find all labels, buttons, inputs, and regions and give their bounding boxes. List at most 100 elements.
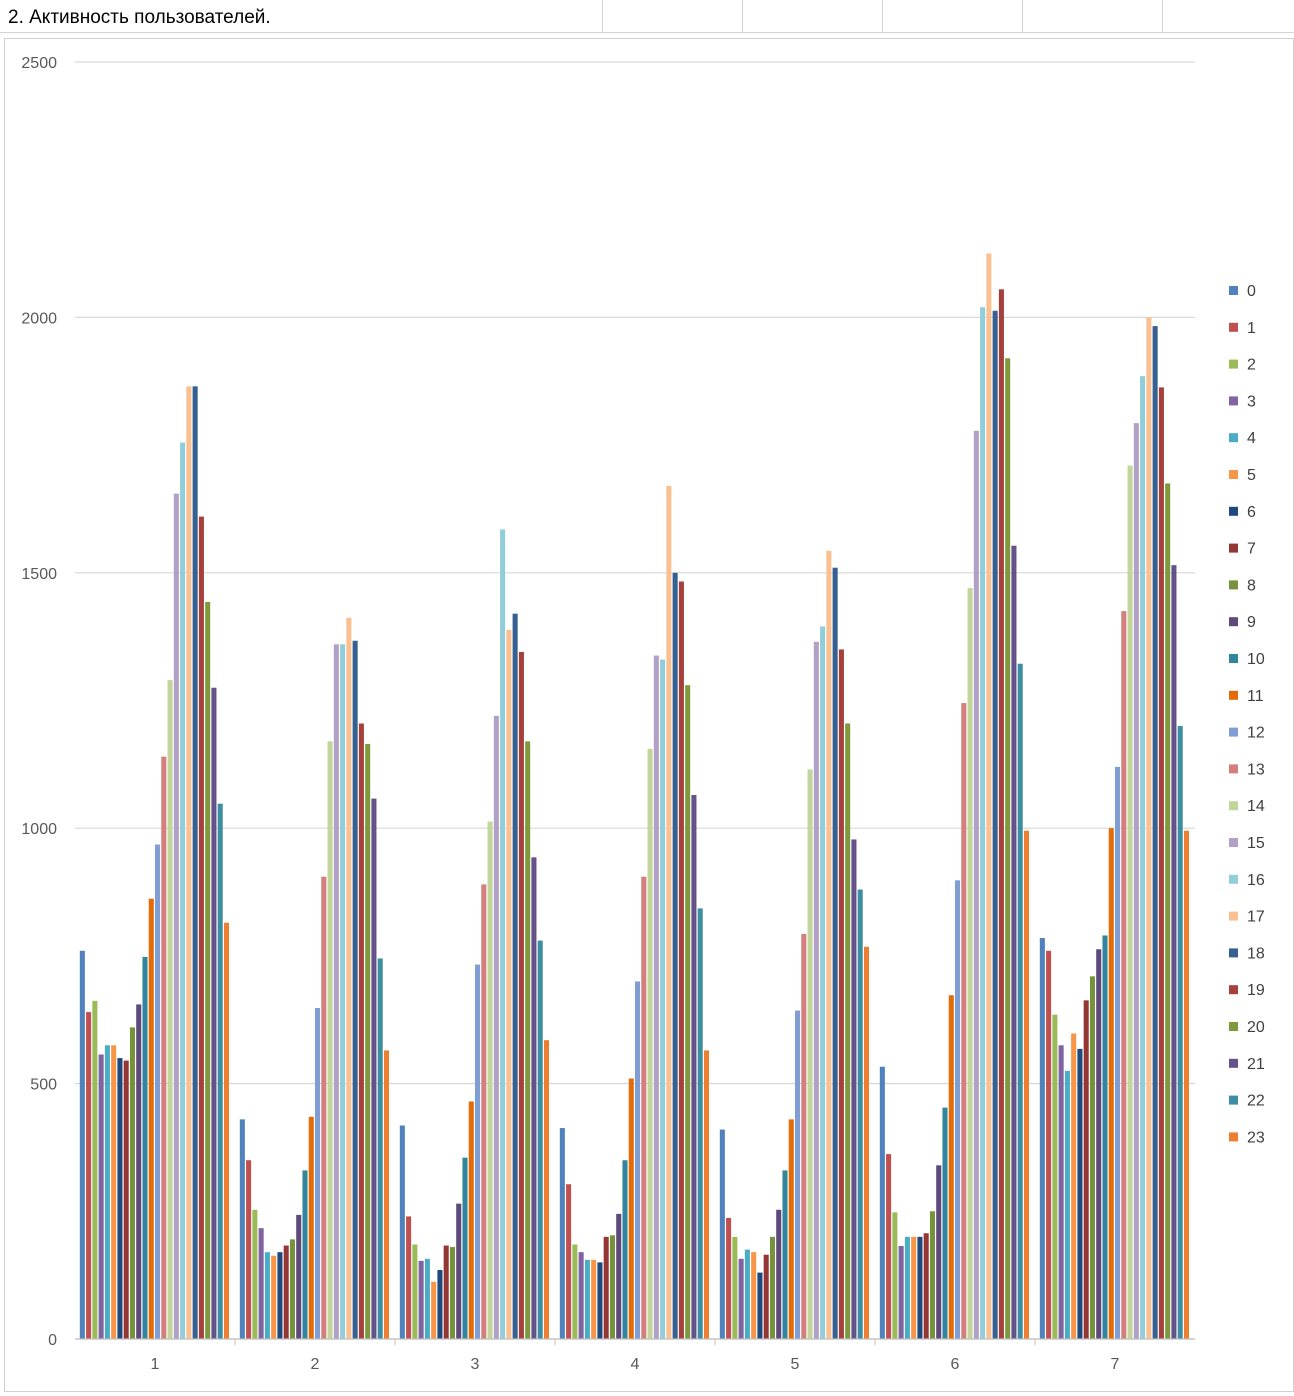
bar-1-series-19	[198, 516, 204, 1339]
bar-2-series-4	[264, 1252, 270, 1339]
bar-2-series-10	[302, 1170, 308, 1339]
x-tick-label: 6	[951, 1356, 960, 1373]
bar-6-series-13	[961, 703, 967, 1339]
legend-label: 10	[1247, 651, 1265, 668]
bar-2-series-2	[252, 1209, 258, 1339]
bar-6-series-0	[879, 1066, 885, 1339]
axes: 0 500 1000 1500 2000 2500 1 2 3 4 5 6 7	[21, 55, 1195, 1373]
legend-swatch-2	[1229, 359, 1238, 369]
bar-6-series-10	[942, 1107, 948, 1339]
bar-6-series-3	[898, 1246, 904, 1339]
sheet-header-row: 2. Активность пользователей.	[0, 0, 1294, 33]
bar-6-series-5	[911, 1236, 917, 1339]
legend-swatch-22	[1229, 1095, 1238, 1105]
legend-swatch-8	[1229, 580, 1238, 590]
bar-2-series-12	[315, 1008, 321, 1339]
bar-2-series-14	[327, 741, 333, 1339]
bar-7-series-8	[1089, 976, 1095, 1339]
bar-7-series-3	[1058, 1045, 1064, 1339]
bar-2-series-19	[358, 723, 364, 1339]
bar-2-series-17	[346, 617, 352, 1339]
bar-4-series-9	[616, 1213, 622, 1339]
legend-swatch-17	[1229, 911, 1238, 921]
bar-3-series-19	[518, 651, 524, 1339]
legend-label: 17	[1247, 909, 1265, 926]
legend-label: 20	[1247, 1019, 1265, 1036]
legend-swatch-3	[1229, 396, 1238, 406]
bar-4-series-12	[635, 981, 641, 1339]
bar-1-series-3	[98, 1054, 104, 1339]
bar-1-series-17	[186, 386, 192, 1339]
bar-2-series-11	[308, 1116, 314, 1339]
bar-6-series-23	[1023, 830, 1029, 1339]
bar-2-series-8	[289, 1239, 295, 1339]
bar-7-series-15	[1133, 423, 1139, 1339]
bar-3-series-3	[418, 1260, 424, 1339]
y-tick-label: 500	[30, 1077, 57, 1094]
bar-5-series-17	[826, 550, 832, 1339]
bar-7-series-9	[1096, 949, 1102, 1339]
bar-7-series-12	[1115, 766, 1121, 1339]
bar-1-series-14	[167, 680, 173, 1339]
bar-2-series-7	[283, 1245, 289, 1339]
bar-3-series-5	[431, 1281, 437, 1339]
bar-5-series-20	[845, 723, 851, 1339]
column-divider	[882, 0, 883, 32]
legend-swatch-13	[1229, 764, 1238, 774]
bar-3-series-2	[412, 1244, 418, 1339]
bar-4-series-22	[697, 908, 703, 1339]
legend-label: 3	[1247, 393, 1256, 410]
legend-label: 6	[1247, 504, 1256, 521]
bar-3-series-21	[531, 857, 537, 1339]
bar-7-series-20	[1165, 483, 1171, 1339]
bar-3-series-16	[500, 529, 506, 1339]
bar-1-series-7	[123, 1060, 129, 1339]
bar-4-series-19	[678, 581, 684, 1339]
bar-2-series-20	[365, 743, 371, 1339]
bar-5-series-6	[757, 1272, 763, 1339]
x-tick-label: 1	[151, 1356, 160, 1373]
bar-5-series-7	[763, 1254, 769, 1339]
x-tick-label: 5	[791, 1356, 800, 1373]
bar-5-series-18	[832, 567, 838, 1339]
bar-7-series-0	[1039, 938, 1045, 1339]
bar-5-series-16	[820, 626, 826, 1339]
legend-label: 1	[1247, 320, 1256, 337]
bar-4-series-18	[672, 572, 678, 1339]
bar-4-series-8	[609, 1235, 615, 1339]
bar-6-series-11	[948, 995, 954, 1339]
bar-4-series-13	[641, 876, 647, 1339]
chart-area[interactable]: 0 500 1000 1500 2000 2500 1 2 3 4 5 6 7 0 1 2 3 4 5 6 7 8 9 10…	[4, 38, 1294, 1392]
bar-3-series-11	[468, 1101, 474, 1339]
bar-1-series-2	[92, 1000, 98, 1339]
bar-3-series-4	[424, 1258, 430, 1339]
bar-5-series-15	[813, 641, 819, 1339]
bar-2-series-22	[377, 958, 383, 1339]
bar-4-series-5	[591, 1259, 597, 1339]
bar-5-series-0	[719, 1129, 725, 1339]
bar-6-series-15	[973, 430, 979, 1339]
bar-6-series-14	[967, 588, 973, 1339]
bar-6-series-16	[980, 307, 986, 1340]
bar-7-series-19	[1158, 387, 1164, 1339]
bar-5-series-10	[782, 1170, 788, 1339]
x-tick-label: 2	[311, 1356, 320, 1373]
sheet-title: 2. Активность пользователей.	[8, 7, 271, 28]
bar-3-series-17	[506, 630, 512, 1339]
legend-swatch-5	[1229, 470, 1238, 479]
bar-1-series-16	[180, 442, 186, 1339]
bar-3-series-0	[399, 1125, 405, 1339]
legend-label: 2	[1247, 357, 1256, 374]
bar-1-series-20	[205, 601, 211, 1339]
bar-4-series-15	[653, 655, 659, 1339]
legend-label: 5	[1247, 467, 1256, 484]
legend-label: 16	[1247, 872, 1265, 889]
bar-6-series-7	[923, 1233, 929, 1339]
column-divider	[1022, 0, 1023, 32]
bar-6-series-17	[986, 253, 992, 1339]
bar-6-series-20	[1005, 358, 1011, 1339]
legend-swatch-15	[1229, 838, 1238, 847]
bar-7-series-1	[1046, 950, 1052, 1339]
bar-4-series-17	[666, 485, 672, 1339]
